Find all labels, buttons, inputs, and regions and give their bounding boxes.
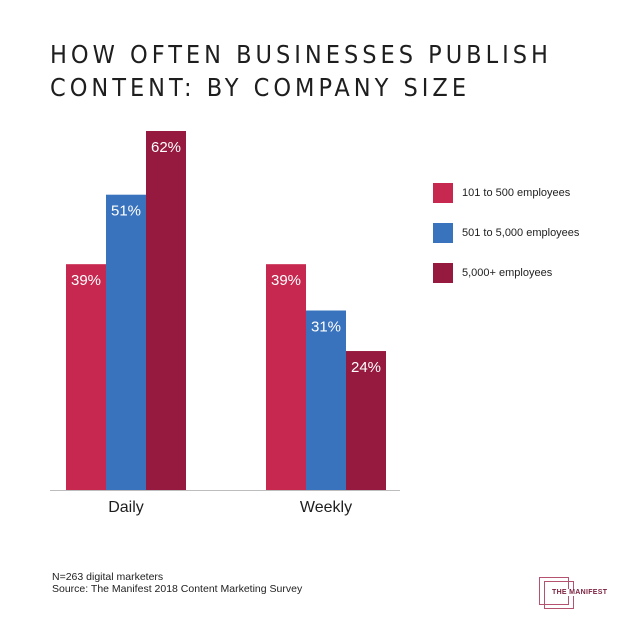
logo-text: THE MANIFEST [551, 589, 609, 596]
sample-note: N=263 digital marketers [52, 571, 164, 583]
data-label-daily-series-1: 39% [71, 272, 101, 289]
legend-label-5000-plus: 5,000+ employees [462, 267, 553, 279]
bar-weekly-series-2 [306, 310, 346, 490]
bar-weekly-series-1 [266, 264, 306, 490]
data-label-daily-series-3: 62% [151, 139, 181, 156]
legend-swatch-5000-plus [433, 263, 453, 283]
category-label-daily: Daily [108, 499, 144, 516]
legend-item-5000-plus: 5,000+ employees [433, 263, 579, 283]
chart-title-line-1: HOW OFTEN BUSINESSES PUBLISH [50, 40, 552, 69]
legend-label-101-500: 101 to 500 employees [462, 187, 571, 199]
bar-weekly-series-3 [346, 351, 386, 490]
data-label-daily-series-2: 51% [111, 203, 141, 220]
chart-title: HOW OFTEN BUSINESSES PUBLISH CONTENT: BY… [50, 38, 552, 104]
bar-daily-series-1 [66, 264, 106, 490]
data-label-weekly-series-3: 24% [351, 359, 381, 376]
chart-title-line-2: CONTENT: BY COMPANY SIZE [50, 73, 471, 102]
bar-daily-series-3 [146, 131, 186, 490]
legend-label-501-5000: 501 to 5,000 employees [462, 227, 580, 239]
bar-daily-series-2 [106, 194, 146, 490]
legend-swatch-101-500 [433, 183, 453, 203]
legend-swatch-501-5000 [433, 223, 453, 243]
data-label-weekly-series-2: 31% [311, 319, 341, 336]
the-manifest-logo: THE MANIFEST [539, 577, 609, 609]
source-note: Source: The Manifest 2018 Content Market… [52, 583, 303, 595]
legend: 101 to 500 employees 501 to 5,000 employ… [433, 183, 579, 303]
legend-item-101-500: 101 to 500 employees [433, 183, 579, 203]
category-label-weekly: Weekly [300, 499, 352, 516]
footnote: N=263 digital marketers Source: The Mani… [52, 571, 302, 595]
data-label-weekly-series-1: 39% [271, 272, 301, 289]
legend-item-501-5000: 501 to 5,000 employees [433, 223, 579, 243]
